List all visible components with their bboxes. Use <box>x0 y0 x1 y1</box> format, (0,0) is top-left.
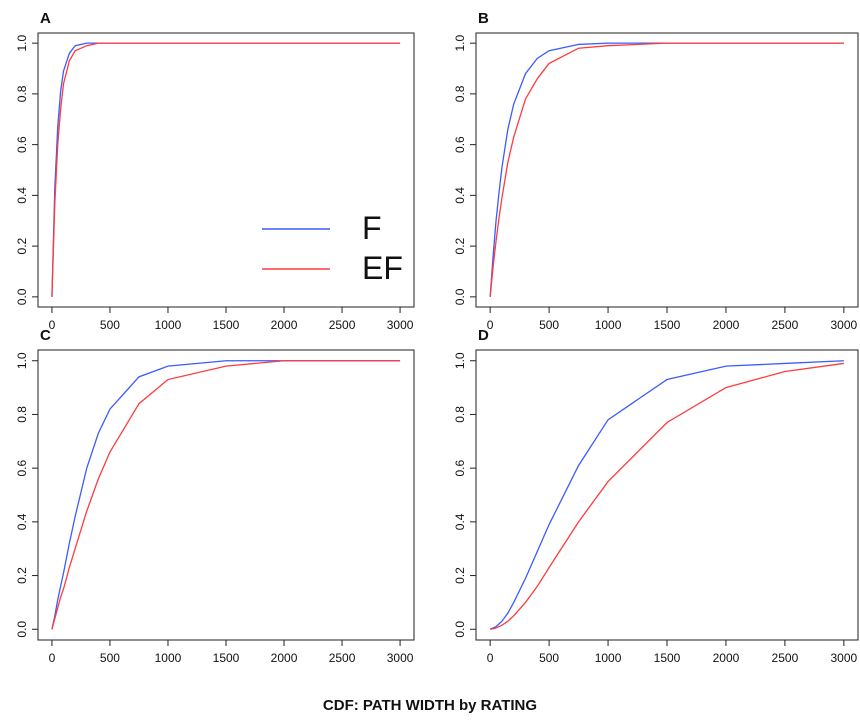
x-tick-label: 1000 <box>155 651 182 665</box>
y-tick-label: 0.0 <box>15 288 29 305</box>
panel: B 0 500 1000 1500 2000 2500 3000 0.0 0.2 0.4 0.6 0.8… <box>453 10 859 332</box>
y-tick-label: 0.0 <box>453 288 467 305</box>
y-tick-label: 0.2 <box>453 567 467 584</box>
x-tick-label: 3000 <box>387 318 414 332</box>
y-tick-label: 0.6 <box>453 136 467 153</box>
panel-title: C <box>40 327 51 344</box>
x-tick-label: 500 <box>539 651 559 665</box>
y-tick-label: 0.4 <box>15 513 29 530</box>
series-line <box>51 42 401 297</box>
plot-frame <box>37 32 415 308</box>
figure-title: CDF: PATH WIDTH by RATING <box>323 697 537 714</box>
y-tick-label: 0.6 <box>453 459 467 476</box>
x-tick-label: 3000 <box>831 318 858 332</box>
legend-label: EF <box>362 250 403 286</box>
y-tick-label: 0.8 <box>15 85 29 102</box>
y-tick-label: 1.0 <box>453 34 467 51</box>
series-line <box>51 360 401 630</box>
x-tick-label: 1500 <box>213 651 240 665</box>
panel: A 0 500 1000 1500 2000 2500 3000 0.0 0.2 0.4 0.6 0.8… <box>15 10 415 332</box>
x-tick-label: 3000 <box>831 651 858 665</box>
x-tick-label: 1000 <box>155 318 182 332</box>
x-tick-label: 2500 <box>772 318 799 332</box>
y-tick-label: 0.2 <box>15 567 29 584</box>
series-line <box>51 360 401 630</box>
x-tick-label: 0 <box>487 651 494 665</box>
y-tick-label: 1.0 <box>15 34 29 51</box>
x-tick-label: 2000 <box>271 318 298 332</box>
x-tick-label: 0 <box>49 651 56 665</box>
x-tick-label: 2000 <box>713 318 740 332</box>
y-tick-label: 0.0 <box>15 621 29 638</box>
y-tick-label: 1.0 <box>15 352 29 369</box>
x-tick-label: 500 <box>539 318 559 332</box>
y-tick-label: 1.0 <box>453 352 467 369</box>
x-tick-label: 0 <box>487 318 494 332</box>
x-tick-label: 3000 <box>387 651 414 665</box>
series-line <box>51 42 401 297</box>
panel-title: D <box>478 327 489 344</box>
y-tick-label: 0.4 <box>15 187 29 204</box>
x-tick-label: 1000 <box>595 318 622 332</box>
y-tick-label: 0.8 <box>15 406 29 423</box>
x-tick-label: 2000 <box>713 651 740 665</box>
x-tick-label: 1500 <box>654 318 681 332</box>
y-tick-label: 0.4 <box>453 187 467 204</box>
x-tick-label: 2500 <box>329 318 356 332</box>
x-tick-label: 2500 <box>329 651 356 665</box>
panel-title: B <box>478 10 489 27</box>
plot-frame <box>475 32 859 308</box>
x-tick-label: 2000 <box>271 651 298 665</box>
x-tick-label: 2500 <box>772 651 799 665</box>
y-tick-label: 0.6 <box>15 136 29 153</box>
panel: D 0 500 1000 1500 2000 2500 3000 0.0 0.2 0.4 0.6 0.8… <box>453 327 859 665</box>
y-tick-label: 0.2 <box>453 237 467 254</box>
series-line <box>489 360 844 630</box>
x-tick-label: 500 <box>100 318 120 332</box>
legend-label: F <box>362 210 382 246</box>
x-tick-label: 1500 <box>213 318 240 332</box>
series-line <box>489 42 844 297</box>
y-tick-label: 0.8 <box>453 406 467 423</box>
plot-frame <box>37 349 415 641</box>
x-tick-label: 0 <box>49 318 56 332</box>
y-tick-label: 0.4 <box>453 513 467 530</box>
plot-frame <box>475 349 859 641</box>
x-tick-label: 500 <box>100 651 120 665</box>
panel-title: A <box>40 10 51 27</box>
x-tick-label: 1000 <box>595 651 622 665</box>
y-tick-label: 0.2 <box>15 237 29 254</box>
series-line <box>490 362 844 630</box>
y-tick-label: 0.6 <box>15 459 29 476</box>
y-tick-label: 0.8 <box>453 85 467 102</box>
series-line <box>489 42 844 297</box>
y-tick-label: 0.0 <box>453 621 467 638</box>
panel: C 0 500 1000 1500 2000 2500 3000 0.0 0.2 0.4 0.6 0.8… <box>15 327 415 665</box>
x-tick-label: 1500 <box>654 651 681 665</box>
